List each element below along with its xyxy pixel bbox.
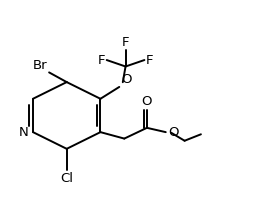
- Text: Cl: Cl: [60, 172, 73, 185]
- Text: O: O: [121, 73, 132, 86]
- Text: F: F: [122, 36, 129, 49]
- Text: Br: Br: [33, 59, 48, 72]
- Text: F: F: [98, 54, 105, 66]
- Text: N: N: [19, 126, 28, 139]
- Text: O: O: [142, 95, 152, 108]
- Text: F: F: [146, 54, 153, 66]
- Text: O: O: [168, 126, 178, 139]
